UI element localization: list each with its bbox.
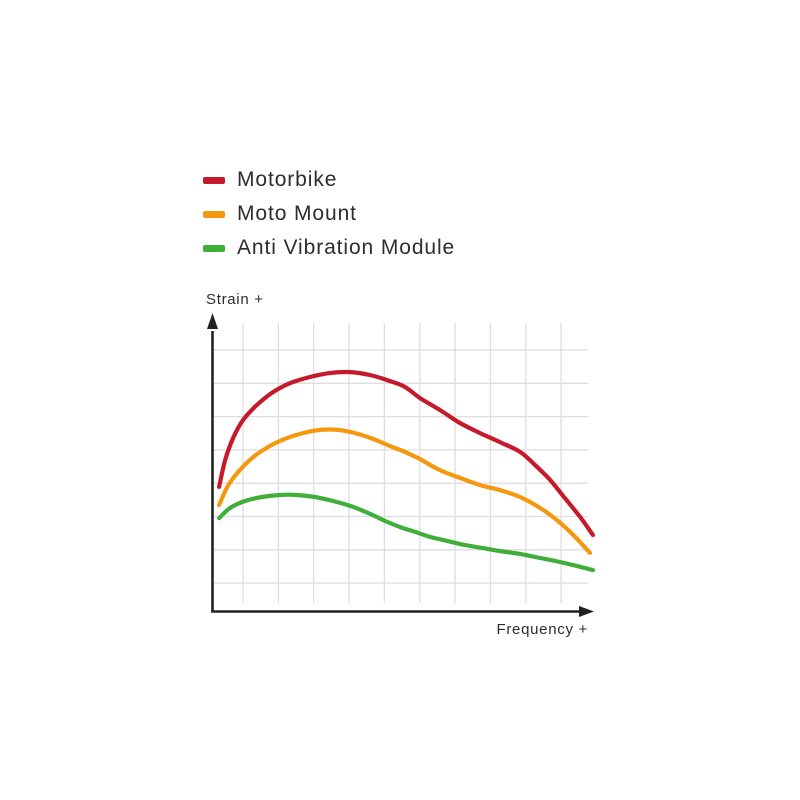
x-axis-arrow-icon — [579, 606, 594, 617]
motorbike-color-swatch-icon — [203, 176, 225, 184]
legend-item-moto-mount: Moto Mount — [203, 197, 455, 231]
y-axis-label: Strain + — [206, 291, 264, 308]
legend-label-moto-mount: Moto Mount — [237, 202, 357, 225]
anti-vibration-module-color-swatch-icon — [203, 244, 225, 252]
legend-label-motorbike: Motorbike — [237, 168, 338, 191]
legend-item-anti-vibration-module: Anti Vibration Module — [203, 231, 455, 265]
legend-item-motorbike: Motorbike — [203, 163, 455, 197]
series-line-anti-vibration-module — [217, 492, 596, 573]
y-axis-arrow-icon — [207, 313, 218, 329]
series-line-motorbike — [217, 369, 596, 538]
moto-mount-color-swatch-icon — [203, 210, 225, 218]
series-line-moto-mount — [217, 427, 593, 556]
x-axis-label: Frequency + — [496, 621, 588, 638]
chart-legend: Motorbike Moto Mount Anti Vibration Modu… — [203, 163, 455, 265]
legend-label-anti-vibration-module: Anti Vibration Module — [237, 236, 456, 259]
